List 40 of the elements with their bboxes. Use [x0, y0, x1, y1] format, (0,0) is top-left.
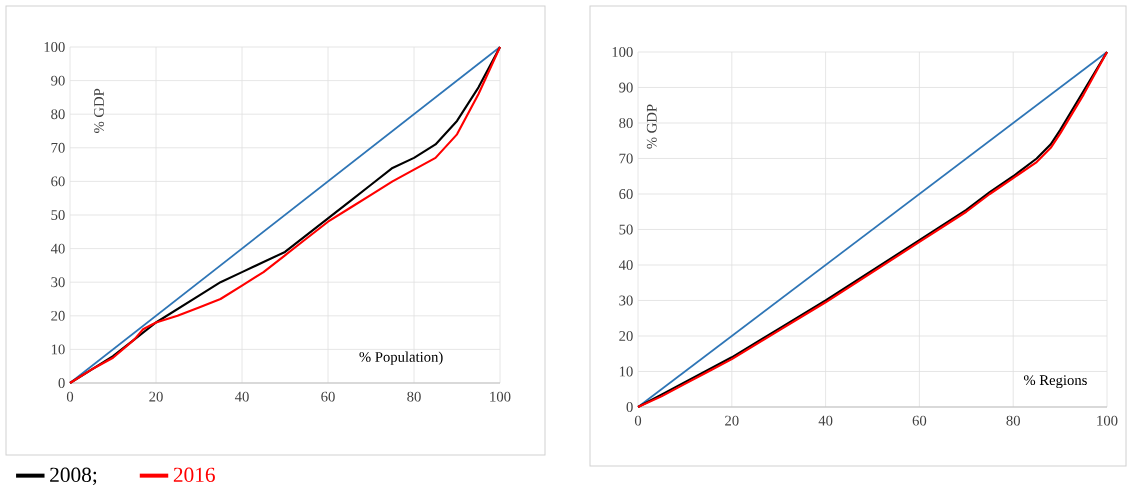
y-tick-label: 30 — [51, 277, 65, 288]
y-tick-label: 50 — [51, 210, 65, 220]
x-tick-label: 0 — [634, 415, 642, 426]
y-tick-label: 10 — [51, 344, 65, 355]
y-tick-label: 40 — [50, 243, 65, 254]
y-tick-label: 50 — [619, 224, 633, 235]
legend-label: 2008; — [50, 467, 97, 486]
y-tick-label: 80 — [51, 109, 65, 120]
x-axis-title: % Regions — [1023, 375, 1087, 389]
y-tick-label: 60 — [51, 176, 65, 187]
y-tick-label: 70 — [51, 142, 65, 153]
x-tick-label: 100 — [1097, 415, 1118, 426]
y-tick-label: 0 — [626, 402, 633, 412]
y-tick-label: 100 — [44, 42, 65, 52]
legend-label: 2016 — [173, 467, 215, 482]
x-tick-label: 80 — [407, 391, 421, 402]
y-tick-label: 30 — [619, 295, 633, 306]
y-tick-label: 90 — [619, 82, 633, 93]
x-tick-label: 80 — [1006, 415, 1020, 426]
x-tick-label: 0 — [66, 391, 74, 402]
y-tick-label: 20 — [619, 331, 633, 341]
y-axis-title: % GDP — [646, 104, 657, 149]
x-tick-label: 60 — [321, 391, 335, 402]
y-axis-title: % GDP — [94, 88, 104, 133]
x-tick-label: 40 — [234, 391, 249, 402]
x-tick-label: 100 — [490, 391, 511, 402]
x-tick-label: 20 — [149, 391, 163, 402]
y-tick-label: 20 — [51, 310, 65, 321]
y-tick-label: 10 — [619, 366, 633, 377]
y-tick-label: 90 — [51, 75, 65, 86]
x-tick-label: 20 — [725, 415, 739, 426]
y-tick-label: 100 — [612, 47, 633, 57]
y-tick-label: 70 — [619, 153, 633, 164]
y-tick-label: 80 — [619, 118, 633, 128]
y-tick-label: 0 — [58, 378, 65, 388]
x-tick-label: 40 — [818, 415, 833, 426]
y-tick-label: 60 — [619, 189, 633, 199]
y-tick-label: 40 — [618, 260, 633, 270]
x-axis-title: % Population) — [359, 351, 443, 365]
x-tick-label: 60 — [912, 415, 927, 426]
